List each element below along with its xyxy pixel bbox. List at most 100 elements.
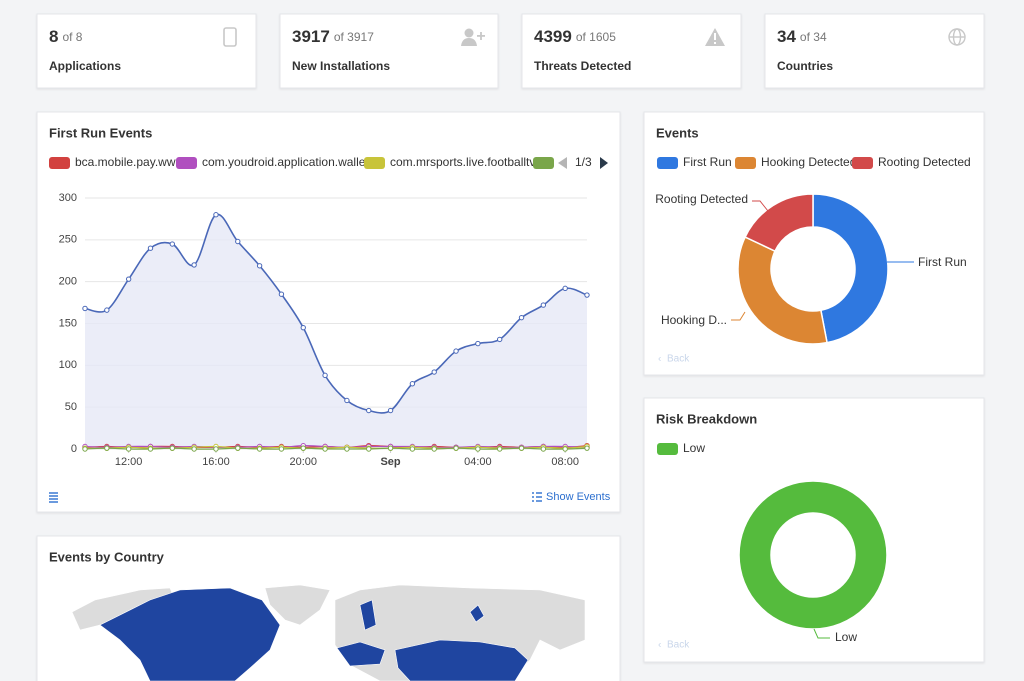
point <box>409 446 416 452</box>
back-arrow[interactable]: ‹ <box>658 640 661 651</box>
stat-value: 34 of 34 <box>777 27 827 46</box>
back-arrow[interactable]: ‹ <box>658 354 661 365</box>
land <box>264 584 331 626</box>
point <box>235 445 241 451</box>
point <box>540 302 547 308</box>
point <box>584 445 590 451</box>
legend-swatch <box>735 157 756 169</box>
stat-number: 8 <box>49 27 58 46</box>
point <box>278 446 285 452</box>
phone-icon <box>223 27 237 47</box>
stat-card <box>764 13 985 89</box>
legend-prev[interactable] <box>558 157 567 169</box>
point <box>387 445 394 451</box>
point <box>540 446 547 452</box>
point <box>256 263 263 269</box>
legend-label: com.youdroid.application.wallet <box>202 155 369 169</box>
slice-label: Rooting Detected <box>655 192 748 206</box>
legend-swatch <box>176 157 197 169</box>
point <box>366 407 372 414</box>
stat-card <box>279 13 499 89</box>
stat-value: 8 of 8 <box>49 27 83 46</box>
point <box>191 446 197 452</box>
point <box>213 212 219 218</box>
country-highlight <box>359 599 377 631</box>
line-title: First Run Events <box>49 125 152 140</box>
y-tick-label: 50 <box>65 401 77 413</box>
y-tick-label: 100 <box>59 359 77 371</box>
x-tick-label: 20:00 <box>289 456 317 468</box>
stat-value: 4399 of 1605 <box>534 27 616 46</box>
point <box>104 307 110 313</box>
point <box>562 446 568 452</box>
point <box>387 407 394 414</box>
x-tick-label: 08:00 <box>551 456 579 468</box>
user-add-icon <box>461 28 485 46</box>
world-map <box>71 584 586 681</box>
y-tick-label: 300 <box>59 192 77 204</box>
back-link[interactable]: Back <box>667 640 690 651</box>
point <box>431 369 437 375</box>
stat-card <box>521 13 742 89</box>
show-events[interactable]: Show Events <box>546 491 611 503</box>
stat-total: of 34 <box>800 30 827 44</box>
legend-next[interactable] <box>600 157 608 169</box>
stat-number: 3917 <box>292 27 330 46</box>
back-link[interactable]: Back <box>667 354 690 365</box>
icons <box>223 27 966 47</box>
point <box>584 292 590 298</box>
point <box>431 446 437 452</box>
point <box>366 446 372 452</box>
y-tick-label: 0 <box>71 443 77 455</box>
label-leader <box>731 311 746 321</box>
slice <box>812 193 889 344</box>
slice <box>737 236 828 345</box>
point <box>562 285 568 292</box>
point <box>147 245 154 251</box>
point <box>125 276 132 282</box>
legend-swatch <box>49 157 70 169</box>
point <box>518 445 525 451</box>
legend-swatch <box>657 157 678 169</box>
slice <box>738 480 888 630</box>
stat-label: Applications <box>49 59 121 73</box>
stat-value: 3917 of 3917 <box>292 27 374 46</box>
stat-total: of 8 <box>62 30 82 44</box>
country-highlight <box>469 604 485 623</box>
stat-total: of 1605 <box>576 30 616 44</box>
point <box>475 446 481 452</box>
list-icon[interactable] <box>532 492 542 502</box>
legend-swatch <box>657 443 678 455</box>
legend-page: 1/3 <box>575 155 592 169</box>
slice-label: Hooking D... <box>661 313 727 327</box>
legend-swatch <box>533 157 554 169</box>
y-tick-label: 250 <box>59 234 77 246</box>
point <box>322 372 328 379</box>
menu-icon[interactable] <box>49 492 58 503</box>
warning-icon <box>705 28 725 46</box>
x-tick-label: 16:00 <box>202 456 230 468</box>
stat-number: 34 <box>777 27 796 46</box>
country-highlight <box>99 587 281 681</box>
point <box>125 446 132 452</box>
point <box>169 241 176 247</box>
point <box>496 336 503 343</box>
point <box>322 446 328 452</box>
legend-label: Low <box>683 441 705 455</box>
point <box>256 446 263 452</box>
legend-label: Rooting Detected <box>878 155 971 169</box>
y-tick-label: 200 <box>59 276 77 288</box>
risk-title: Risk Breakdown <box>656 411 757 426</box>
legend-swatch <box>852 157 873 169</box>
point <box>213 446 219 452</box>
map-title: Events by Country <box>49 549 165 564</box>
events-title: Events <box>656 125 699 140</box>
point <box>147 446 154 452</box>
country-highlight <box>394 639 529 681</box>
x-tick-label: 12:00 <box>115 456 143 468</box>
area <box>85 214 587 449</box>
label-leader <box>752 200 769 212</box>
globe-icon <box>948 28 966 46</box>
y-tick-label: 150 <box>59 317 77 329</box>
